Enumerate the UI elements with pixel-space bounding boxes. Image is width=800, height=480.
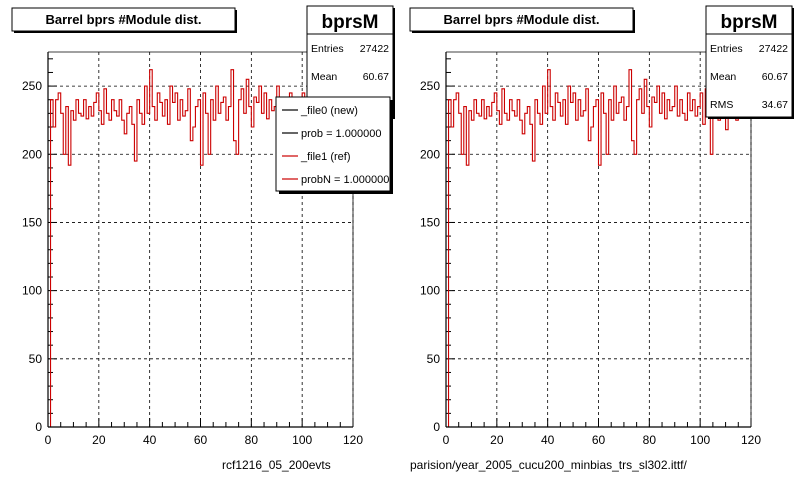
stats-label: Mean [710, 71, 736, 83]
legend-label: _file1 (ref) [300, 151, 351, 163]
chart-panel-1: 0 20 40 60 80 100 120 0 50 100 150 200 250 Barrel bpr… [11, 5, 395, 472]
x-tick-label: 80 [643, 433, 657, 447]
legend-label: probN = 1.000000 [301, 174, 389, 186]
stats-box [705, 5, 793, 118]
x-tick-label: 40 [143, 433, 157, 447]
x-tick-label: 0 [443, 433, 450, 447]
chart-title: Barrel bprs #Module dist. [45, 12, 201, 27]
stats-value: 27422 [360, 43, 389, 55]
y-tick-label: 0 [35, 420, 42, 434]
stats-value: 60.67 [363, 71, 389, 83]
y-tick-label: 250 [22, 79, 42, 93]
stats-value: 60.67 [762, 71, 788, 83]
y-tick-label: 100 [22, 284, 42, 298]
stats-label: Entries [311, 43, 344, 55]
stats-value: 34.67 [762, 99, 788, 111]
x-tick-label: 120 [741, 433, 761, 447]
legend-entries: _file0 (new) prob = 1.000000 _file1 (ref) p… [282, 105, 389, 186]
legend-label: prob = 1.000000 [301, 128, 381, 140]
y-tick-label: 150 [22, 215, 42, 229]
y-tick-label: 50 [29, 352, 43, 366]
y-tick-label: 150 [420, 215, 440, 229]
stats-name: bprsM [322, 12, 379, 33]
stats-name: bprsM [721, 12, 778, 33]
file-path-label: rcf1216_05_200evts [222, 458, 331, 472]
file-path-label: parision/year_2005_cucu200_minbias_trs_s… [410, 458, 688, 472]
x-tick-label: 100 [690, 433, 710, 447]
x-tick-label: 80 [245, 433, 259, 447]
y-tick-label: 50 [427, 352, 441, 366]
title-box [11, 7, 236, 32]
chart-panel-2: 0 20 40 60 80 100 120 0 50 100 150 200 250 Barrel bpr… [409, 5, 794, 472]
histogram-series-1 [446, 69, 751, 428]
x-tick-label: 100 [292, 433, 312, 447]
title-box [409, 7, 634, 32]
y-tick-label: 0 [433, 420, 440, 434]
x-tick-label: 0 [45, 433, 52, 447]
x-tick-label: 40 [541, 433, 555, 447]
stats-label: Mean [311, 71, 337, 83]
stats-value: 27422 [759, 43, 788, 55]
stats-label: RMS [710, 99, 733, 111]
chart-title: Barrel bprs #Module dist. [443, 12, 599, 27]
y-tick-label: 200 [420, 147, 440, 161]
x-tick-label: 60 [592, 433, 606, 447]
x-tick-label: 20 [490, 433, 504, 447]
legend-label: _file0 (new) [300, 105, 358, 117]
y-tick-label: 250 [420, 79, 440, 93]
y-tick-label: 200 [22, 147, 42, 161]
x-tick-label: 20 [92, 433, 106, 447]
x-tick-label: 120 [343, 433, 363, 447]
y-tick-label: 100 [420, 284, 440, 298]
legend-box [275, 96, 391, 192]
stats-label: Entries [710, 43, 743, 55]
x-tick-label: 60 [194, 433, 208, 447]
